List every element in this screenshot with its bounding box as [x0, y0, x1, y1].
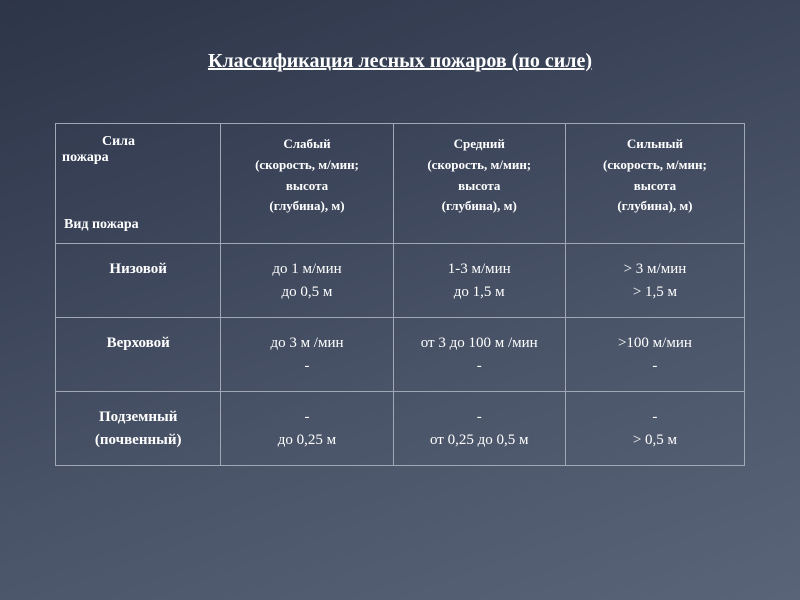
- cell: - > 0,5 м: [565, 392, 744, 466]
- col-name: Слабый: [227, 134, 386, 155]
- cell: от 3 до 100 м /мин -: [393, 318, 565, 392]
- cell-v1: 1-3 м/мин: [400, 258, 559, 281]
- table-row: Низовой до 1 м/мин до 0,5 м 1-3 м/мин до…: [56, 244, 745, 318]
- cell-v1: > 3 м/мин: [572, 258, 738, 281]
- cell-v1: -: [400, 406, 559, 429]
- cell-v2: -: [572, 355, 738, 378]
- col-name: Сильный: [572, 134, 738, 155]
- cell: до 3 м /мин -: [221, 318, 393, 392]
- col-sub2: высота: [572, 176, 738, 197]
- page-title: Классификация лесных пожаров (по силе): [0, 0, 800, 73]
- cell-v1: -: [227, 406, 386, 429]
- cell: > 3 м/мин > 1,5 м: [565, 244, 744, 318]
- header-corner: Сила пожара Вид пожара: [56, 124, 221, 244]
- header-row: Сила пожара Вид пожара Слабый (скорость,…: [56, 124, 745, 244]
- cell: до 1 м/мин до 0,5 м: [221, 244, 393, 318]
- row-label: Подземный (почвенный): [56, 392, 221, 466]
- table-row: Подземный (почвенный) - до 0,25 м - от 0…: [56, 392, 745, 466]
- header-top-label2: пожара: [62, 150, 109, 165]
- row-label1: Подземный: [62, 406, 214, 429]
- table-row: Верховой до 3 м /мин - от 3 до 100 м /ми…: [56, 318, 745, 392]
- cell-v2: до 1,5 м: [400, 281, 559, 304]
- cell: 1-3 м/мин до 1,5 м: [393, 244, 565, 318]
- row-label2: (почвенный): [62, 429, 214, 452]
- col-sub3: (глубина), м): [227, 196, 386, 217]
- cell-v2: -: [400, 355, 559, 378]
- cell: - до 0,25 м: [221, 392, 393, 466]
- row-label: Низовой: [56, 244, 221, 318]
- header-col-strong: Сильный (скорость, м/мин; высота (глубин…: [565, 124, 744, 244]
- header-col-weak: Слабый (скорость, м/мин; высота (глубина…: [221, 124, 393, 244]
- cell-v2: -: [227, 355, 386, 378]
- row-label1: Верховой: [62, 332, 214, 355]
- col-sub1: (скорость, м/мин;: [400, 155, 559, 176]
- row-label1: Низовой: [62, 258, 214, 281]
- cell-v1: до 1 м/мин: [227, 258, 386, 281]
- cell-v1: >100 м/мин: [572, 332, 738, 355]
- cell-v1: от 3 до 100 м /мин: [400, 332, 559, 355]
- col-name: Средний: [400, 134, 559, 155]
- col-sub2: высота: [227, 176, 386, 197]
- header-top-label: Сила: [62, 134, 135, 149]
- cell-v2: до 0,5 м: [227, 281, 386, 304]
- col-sub3: (глубина), м): [400, 196, 559, 217]
- cell-v1: до 3 м /мин: [227, 332, 386, 355]
- classification-table: Сила пожара Вид пожара Слабый (скорость,…: [55, 123, 745, 466]
- cell: >100 м/мин -: [565, 318, 744, 392]
- row-label: Верховой: [56, 318, 221, 392]
- table-container: Сила пожара Вид пожара Слабый (скорость,…: [0, 73, 800, 466]
- cell-v2: > 0,5 м: [572, 429, 738, 452]
- col-sub3: (глубина), м): [572, 196, 738, 217]
- header-col-medium: Средний (скорость, м/мин; высота (глубин…: [393, 124, 565, 244]
- cell-v2: > 1,5 м: [572, 281, 738, 304]
- cell-v2: до 0,25 м: [227, 429, 386, 452]
- col-sub1: (скорость, м/мин;: [227, 155, 386, 176]
- cell: - от 0,25 до 0,5 м: [393, 392, 565, 466]
- col-sub2: высота: [400, 176, 559, 197]
- cell-v2: от 0,25 до 0,5 м: [400, 429, 559, 452]
- header-bottom-label: Вид пожара: [64, 217, 139, 233]
- cell-v1: -: [572, 406, 738, 429]
- col-sub1: (скорость, м/мин;: [572, 155, 738, 176]
